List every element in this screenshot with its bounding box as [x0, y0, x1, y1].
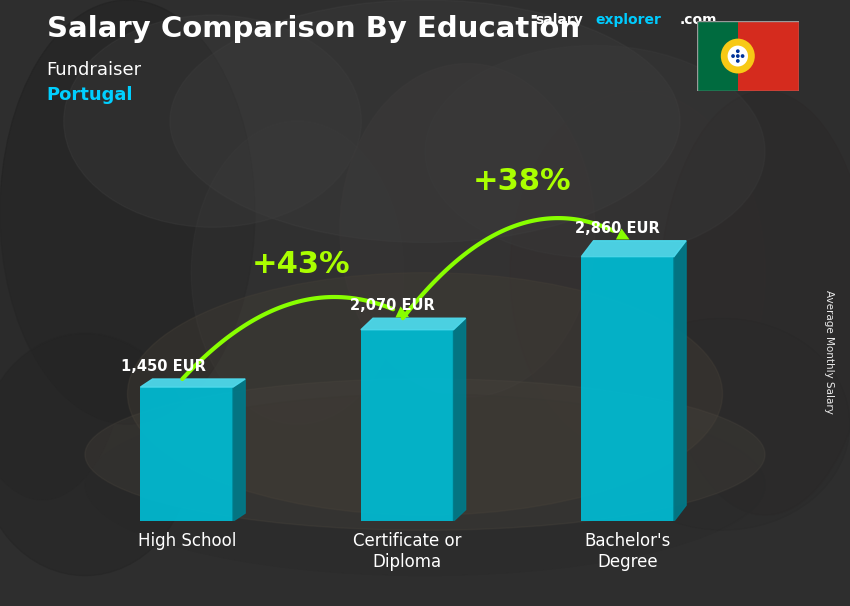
- Ellipse shape: [85, 394, 765, 576]
- Text: Average Monthly Salary: Average Monthly Salary: [824, 290, 834, 413]
- Ellipse shape: [170, 0, 680, 242]
- Ellipse shape: [64, 15, 361, 227]
- Circle shape: [728, 45, 748, 67]
- Text: salary: salary: [536, 13, 583, 27]
- Circle shape: [731, 54, 735, 58]
- Circle shape: [736, 59, 740, 63]
- Circle shape: [736, 54, 740, 58]
- Ellipse shape: [85, 379, 765, 530]
- Ellipse shape: [340, 64, 595, 397]
- Text: Portugal: Portugal: [47, 86, 133, 104]
- Bar: [581, 256, 674, 521]
- Ellipse shape: [0, 333, 191, 576]
- Text: 2,070 EUR: 2,070 EUR: [350, 298, 434, 313]
- Ellipse shape: [595, 318, 850, 530]
- Circle shape: [736, 49, 740, 53]
- Ellipse shape: [659, 91, 850, 515]
- Text: 1,450 EUR: 1,450 EUR: [121, 359, 206, 374]
- Ellipse shape: [0, 0, 255, 424]
- Polygon shape: [581, 241, 686, 256]
- Circle shape: [721, 39, 755, 73]
- Text: +38%: +38%: [473, 167, 571, 196]
- Ellipse shape: [128, 273, 722, 515]
- Bar: [140, 387, 233, 521]
- Polygon shape: [674, 241, 686, 521]
- Text: 2,860 EUR: 2,860 EUR: [575, 221, 660, 236]
- Polygon shape: [233, 379, 245, 521]
- Text: +43%: +43%: [252, 250, 351, 279]
- Ellipse shape: [510, 91, 765, 454]
- Polygon shape: [361, 318, 466, 330]
- Ellipse shape: [0, 167, 128, 500]
- Text: Salary Comparison By Education: Salary Comparison By Education: [47, 15, 580, 43]
- Ellipse shape: [425, 45, 765, 258]
- Bar: [738, 21, 799, 91]
- Polygon shape: [454, 318, 466, 521]
- Text: .com: .com: [680, 13, 717, 27]
- Polygon shape: [140, 379, 245, 387]
- Text: explorer: explorer: [595, 13, 661, 27]
- Circle shape: [740, 54, 745, 58]
- Ellipse shape: [191, 121, 404, 424]
- Bar: [361, 330, 454, 521]
- Bar: [697, 21, 738, 91]
- Text: Fundraiser: Fundraiser: [47, 61, 142, 79]
